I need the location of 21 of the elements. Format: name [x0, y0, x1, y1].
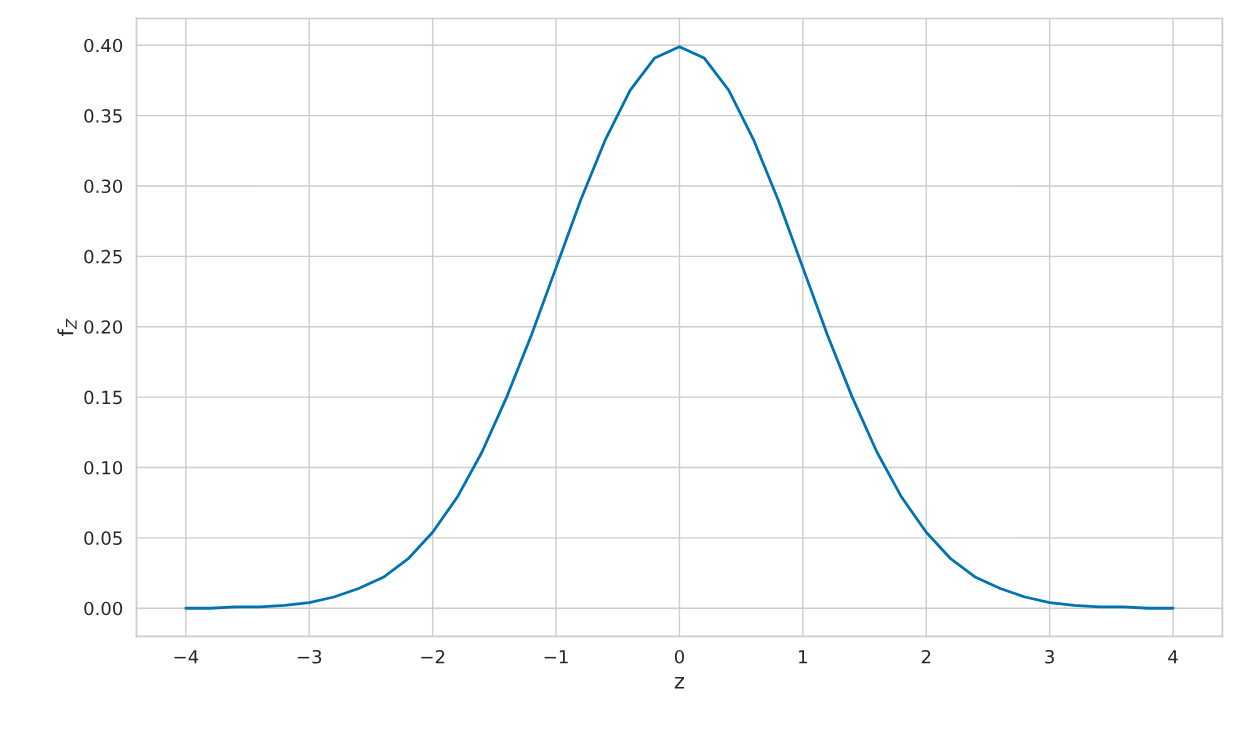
x-tick-label: 4 [1168, 650, 1178, 664]
line-series [184, 45, 1175, 610]
x-tick-label: −4 [174, 650, 199, 664]
y-tick-label: 0.40 [84, 38, 123, 53]
y-tick-label: 0.35 [84, 109, 122, 123]
x-tick-label: 3 [1045, 649, 1054, 664]
x-tick-label: 2 [921, 649, 931, 664]
y-tick-label: 0.25 [84, 249, 122, 264]
x-axis-title: z [674, 677, 685, 689]
y-tick-label: 0.10 [84, 460, 123, 475]
y-tick-label: 0.00 [84, 601, 123, 616]
x-tick-label: −1 [544, 650, 568, 664]
x-tick-label: −2 [421, 649, 445, 664]
x-tick-label: −3 [297, 649, 322, 664]
y-tick-label: 0.20 [84, 320, 123, 334]
x-tick-label: 0 [674, 649, 684, 664]
y-tick-label: 0.30 [84, 179, 123, 194]
y-axis-title: f$_{Z}$ [57, 318, 77, 337]
x-tick-label: 1 [799, 650, 807, 664]
y-tick-label: 0.05 [84, 531, 122, 545]
y-tick-label: 0.15 [84, 390, 122, 405]
